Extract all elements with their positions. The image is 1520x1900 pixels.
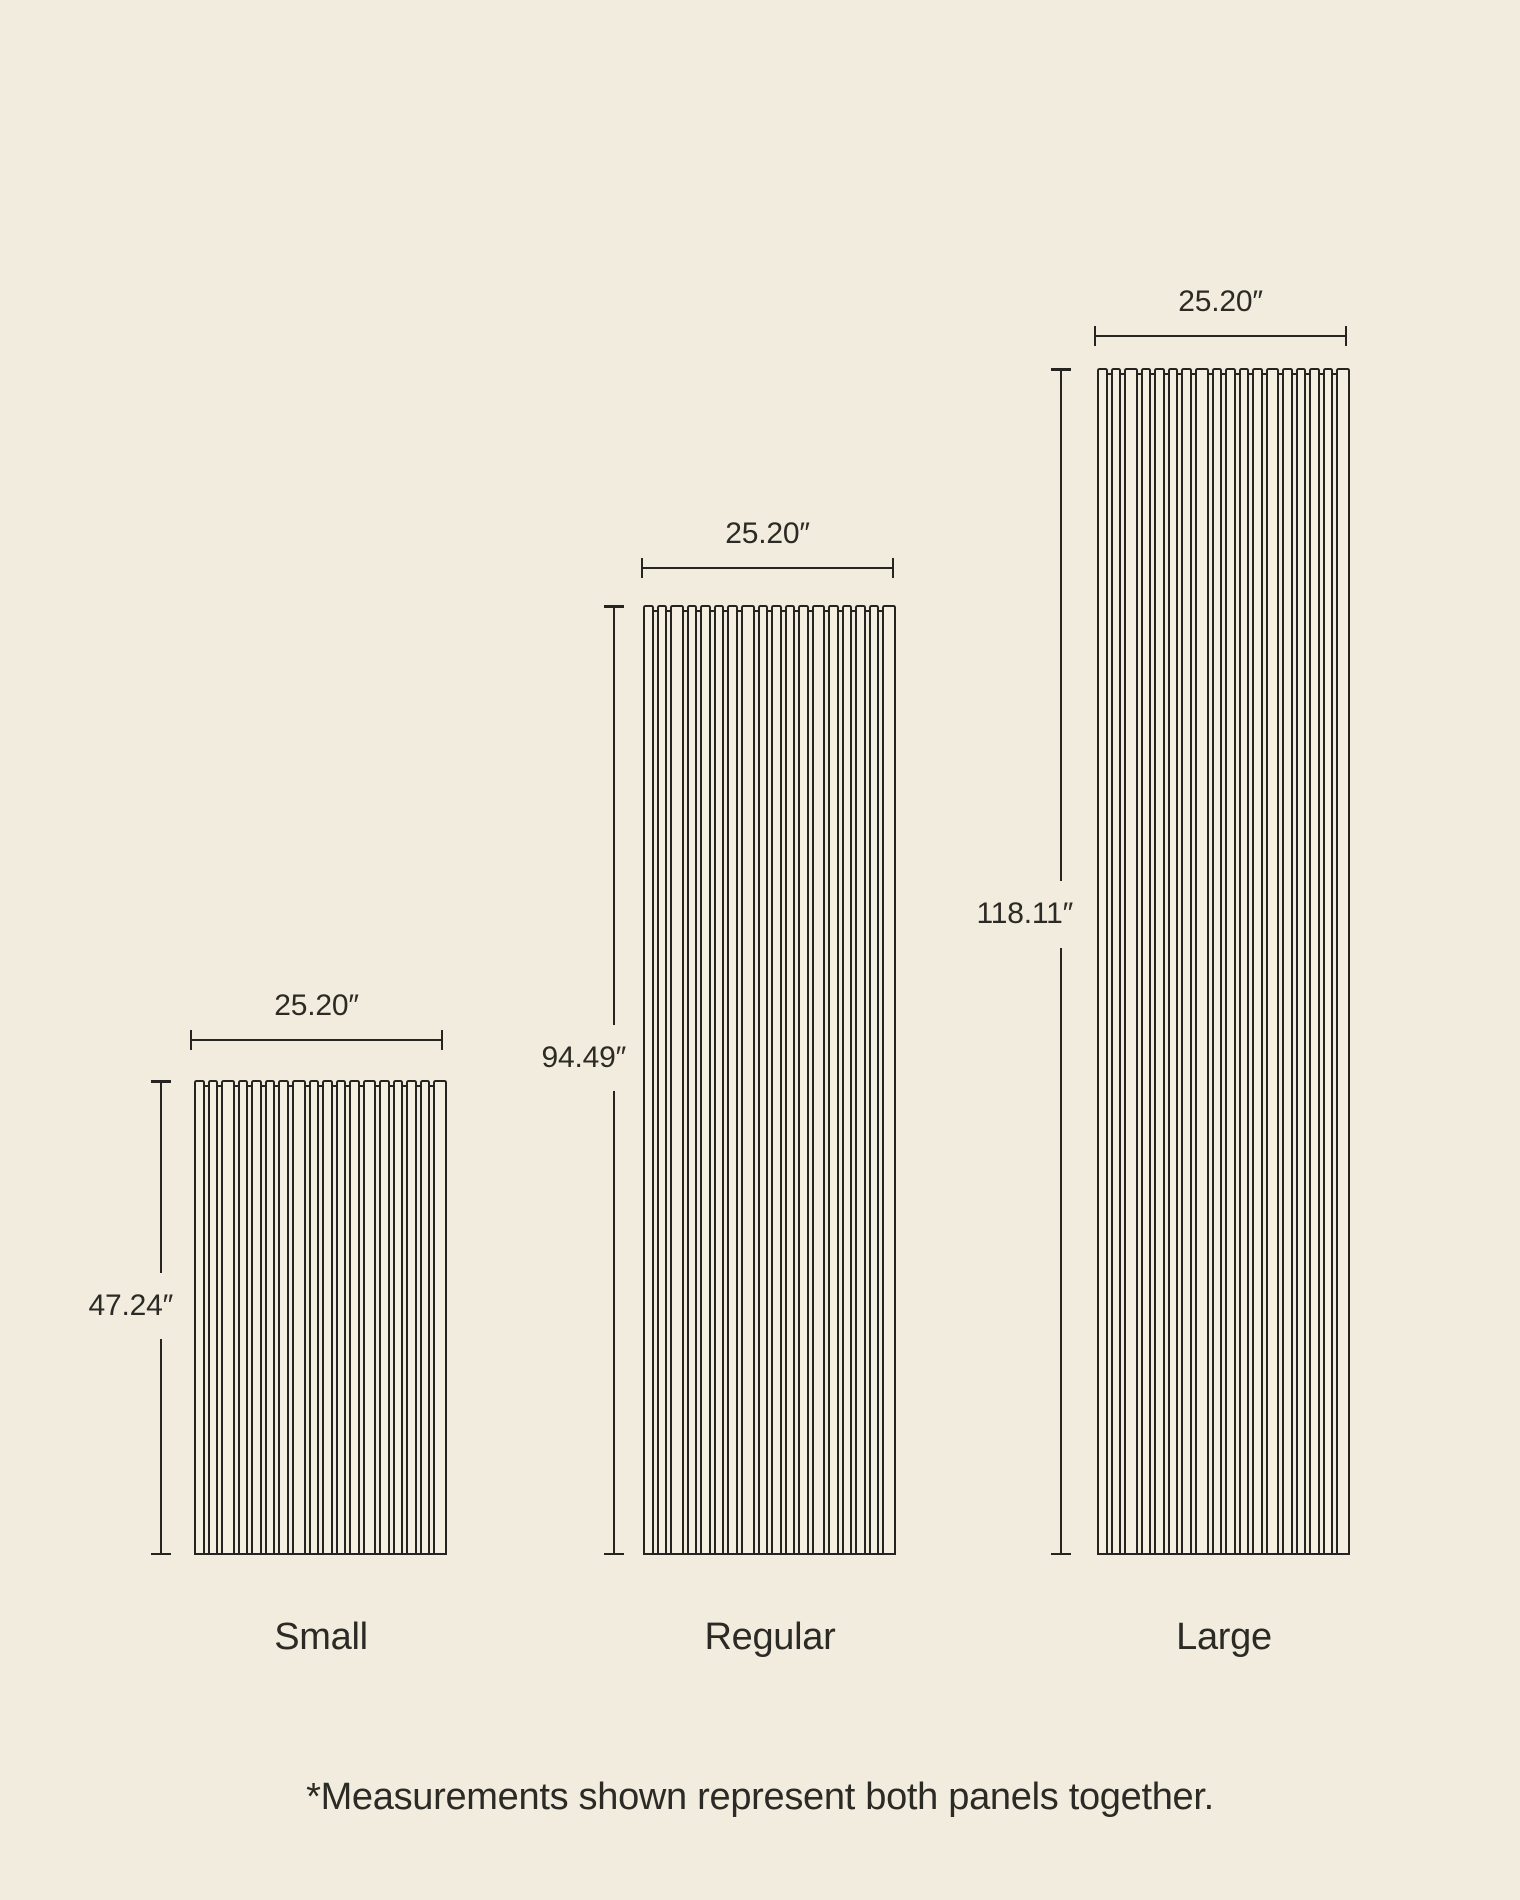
panel-slat <box>1336 368 1350 1555</box>
height-dimension-line-lower <box>1059 948 1063 1555</box>
fluted-panel-graphic-regular <box>643 605 896 1555</box>
panel-slat <box>1295 368 1307 1555</box>
panel-slat <box>1097 368 1108 1555</box>
panel-slat <box>362 1080 377 1555</box>
panel-slat <box>841 605 853 1555</box>
panel-slat <box>207 1080 218 1555</box>
height-dimension-label: 47.24″ <box>88 1289 174 1322</box>
panel-slat <box>1124 368 1138 1555</box>
width-dimension-label: 25.20″ <box>725 517 810 550</box>
height-dimension-line-upper <box>1059 368 1063 881</box>
panel-slat <box>798 605 809 1555</box>
panel-slat <box>757 605 768 1555</box>
fluted-panel-graphic-large <box>1097 368 1350 1555</box>
panel-slat <box>727 605 738 1555</box>
panel-slat <box>1238 368 1249 1555</box>
width-dimension-label: 25.20″ <box>1178 285 1263 318</box>
panel-slat <box>194 1080 205 1555</box>
width-dimension-line <box>1094 326 1347 346</box>
panel-slat <box>335 1080 346 1555</box>
panel-slat <box>740 605 755 1555</box>
panel-slat <box>1309 368 1320 1555</box>
panel-slat <box>700 605 711 1555</box>
panel-slat <box>1282 368 1293 1555</box>
height-dimension-line-lower <box>612 1091 616 1555</box>
height-dimension-line-upper <box>612 605 616 1025</box>
panel-slat <box>1181 368 1192 1555</box>
panel-slat <box>1211 368 1222 1555</box>
height-dimension-small: 47.24″ <box>89 1080 173 1555</box>
panel-slat <box>322 1080 333 1555</box>
panel-slat <box>1154 368 1165 1555</box>
panel-size-name-small: Small <box>274 1616 368 1658</box>
width-dimension-line <box>641 558 894 578</box>
panel-slat <box>264 1080 276 1555</box>
panel-slat <box>349 1080 360 1555</box>
panel-slat <box>419 1080 431 1555</box>
panel-slat <box>1225 368 1236 1555</box>
panel-slat <box>811 605 826 1555</box>
panel-slat <box>643 605 654 1555</box>
panel-slat <box>1252 368 1263 1555</box>
panel-slat <box>1322 368 1334 1555</box>
panel-slat <box>1140 368 1152 1555</box>
width-dimension-large: 25.20″ <box>1094 282 1347 346</box>
height-dimension-label: 118.11″ <box>976 897 1073 930</box>
panel-slat <box>1167 368 1179 1555</box>
panel-slat <box>771 605 782 1555</box>
panel-slat <box>251 1080 262 1555</box>
measurement-footnote: *Measurements shown represent both panel… <box>306 1776 1214 1818</box>
fluted-panel-graphic-small <box>194 1080 447 1555</box>
panel-slat <box>656 605 667 1555</box>
panel-slat <box>784 605 795 1555</box>
panel-size-name-large: Large <box>1176 1616 1272 1658</box>
panel-slat <box>686 605 698 1555</box>
panel-slat <box>713 605 725 1555</box>
height-dimension-line-upper <box>159 1080 163 1273</box>
panel-slat <box>855 605 866 1555</box>
panel-slat <box>392 1080 404 1555</box>
width-dimension-line <box>190 1030 443 1050</box>
panel-slat <box>379 1080 390 1555</box>
panel-slat <box>1194 368 1209 1555</box>
panel-slat <box>1110 368 1121 1555</box>
height-dimension-label: 94.49″ <box>541 1041 627 1074</box>
panel-slat <box>868 605 880 1555</box>
panel-slat <box>278 1080 289 1555</box>
panel-slat <box>221 1080 235 1555</box>
width-dimension-label: 25.20″ <box>274 989 359 1022</box>
panel-slat <box>828 605 839 1555</box>
width-dimension-regular: 25.20″ <box>641 514 894 578</box>
panel-slat <box>308 1080 319 1555</box>
height-dimension-line-lower <box>159 1339 163 1555</box>
panel-slat <box>237 1080 249 1555</box>
height-dimension-regular: 94.49″ <box>542 605 626 1555</box>
height-dimension-large: 118.11″ <box>976 368 1073 1555</box>
panel-slat <box>406 1080 417 1555</box>
panel-slat <box>882 605 896 1555</box>
width-dimension-small: 25.20″ <box>190 986 443 1050</box>
panel-slat <box>291 1080 306 1555</box>
panel-slat <box>433 1080 447 1555</box>
panel-slat <box>670 605 684 1555</box>
panel-slat <box>1265 368 1280 1555</box>
panel-size-name-regular: Regular <box>704 1616 836 1658</box>
